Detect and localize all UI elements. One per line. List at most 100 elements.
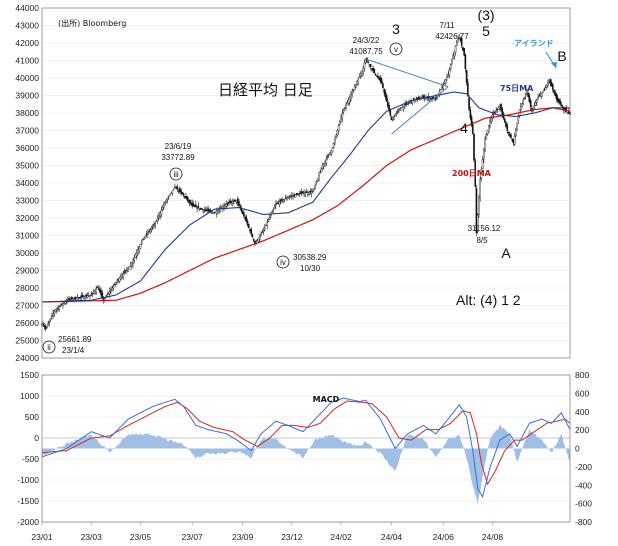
candle-body <box>348 97 351 103</box>
candle-body <box>460 38 463 46</box>
candle-body <box>484 139 486 152</box>
candle-body <box>403 105 405 110</box>
candle-body <box>243 212 245 217</box>
candle-body <box>471 123 474 135</box>
candle-body <box>457 38 459 43</box>
candle-body <box>51 315 53 317</box>
x-axis-tick-label: 23/09 <box>232 532 254 542</box>
candle-body <box>470 116 473 127</box>
candle-body <box>379 77 382 82</box>
candle-body <box>113 284 116 286</box>
candle-body <box>48 320 51 324</box>
candle-body <box>69 299 72 301</box>
candle-body <box>52 313 54 316</box>
annotation-value: 42426.77 <box>435 32 469 41</box>
candle-body <box>291 195 293 197</box>
source-note: (出所) Bloomberg <box>58 18 126 28</box>
candle-body <box>183 196 186 198</box>
candle-body <box>357 78 360 84</box>
candle-body <box>343 107 346 109</box>
candle-body <box>288 196 291 198</box>
candle-body <box>332 143 335 148</box>
candle-body <box>267 219 270 222</box>
candle-body <box>448 69 451 76</box>
candle-body <box>100 290 102 296</box>
macd-right-axis-tick-label: -800 <box>575 517 592 527</box>
candle-body <box>229 200 232 203</box>
ma-200-label: 200日MA <box>452 169 492 178</box>
price-axis-tick-label: 40000 <box>15 73 39 83</box>
candle-body <box>382 83 384 89</box>
candle-body <box>155 220 158 222</box>
candle-body <box>89 295 91 297</box>
wave-label: 4 <box>460 120 468 136</box>
macd-line <box>41 397 571 499</box>
candle-body <box>373 68 376 73</box>
candle-body <box>302 191 304 194</box>
candle-body <box>553 89 555 93</box>
candle-body <box>447 74 449 76</box>
x-axis-tick-label: 23/12 <box>281 532 303 542</box>
candle-body <box>117 279 120 281</box>
annotation-date: 23/1/4 <box>62 346 85 355</box>
candle-body <box>239 205 241 209</box>
candle-body <box>53 310 56 315</box>
candle-body <box>252 238 255 241</box>
candle-body <box>555 93 558 100</box>
candle-body <box>166 198 169 201</box>
candle-body <box>128 266 131 271</box>
candle-body <box>390 117 393 121</box>
candle-body <box>106 294 109 297</box>
candle-body <box>560 104 563 107</box>
candle-body <box>442 84 445 89</box>
candle-body <box>70 297 73 300</box>
candle-body <box>177 190 180 192</box>
candle-body <box>538 95 541 97</box>
wave-ii-marker-label: ii <box>47 343 51 352</box>
candle-body <box>176 186 179 190</box>
candle-body <box>188 199 191 203</box>
candle-body <box>270 214 272 216</box>
candle-body <box>185 195 187 199</box>
candle-body <box>399 108 401 111</box>
wave-v-marker-label: v <box>394 45 398 54</box>
candle-body <box>96 286 99 289</box>
candle-body <box>212 212 214 214</box>
candle-body <box>554 92 557 96</box>
candle-body <box>144 235 147 239</box>
candle-body <box>83 296 85 300</box>
candle-body <box>44 326 47 330</box>
candle-body <box>293 194 296 196</box>
candle-body <box>295 193 298 195</box>
candle-body <box>481 159 484 169</box>
candle-body <box>171 190 174 194</box>
candle-body <box>245 216 248 222</box>
candle-body <box>341 112 344 119</box>
candle-body <box>535 99 538 103</box>
candle-body <box>393 116 395 121</box>
candle-body <box>550 82 553 87</box>
candle-body <box>142 238 144 241</box>
candle-body <box>324 160 326 164</box>
candle-body <box>43 325 46 328</box>
candle-body <box>321 165 324 169</box>
candle-body <box>174 186 176 188</box>
candle-body <box>159 212 161 217</box>
candle-body <box>505 122 507 127</box>
candle-body <box>286 197 288 200</box>
candle-body <box>318 175 320 181</box>
price-axis-tick-label: 36000 <box>15 143 39 153</box>
candle-body <box>549 79 552 84</box>
candle-body <box>469 109 472 118</box>
candle-body <box>257 237 260 242</box>
candle-body <box>147 232 149 235</box>
candle-body <box>512 138 515 143</box>
candle-body <box>234 199 237 202</box>
annotation-value: 30538.29 <box>293 253 327 262</box>
candle-body <box>223 205 225 208</box>
candle-body <box>196 207 198 210</box>
candle-body <box>547 82 549 86</box>
candle-body <box>289 196 292 198</box>
candle-body <box>391 118 394 121</box>
candle-body <box>238 201 240 206</box>
